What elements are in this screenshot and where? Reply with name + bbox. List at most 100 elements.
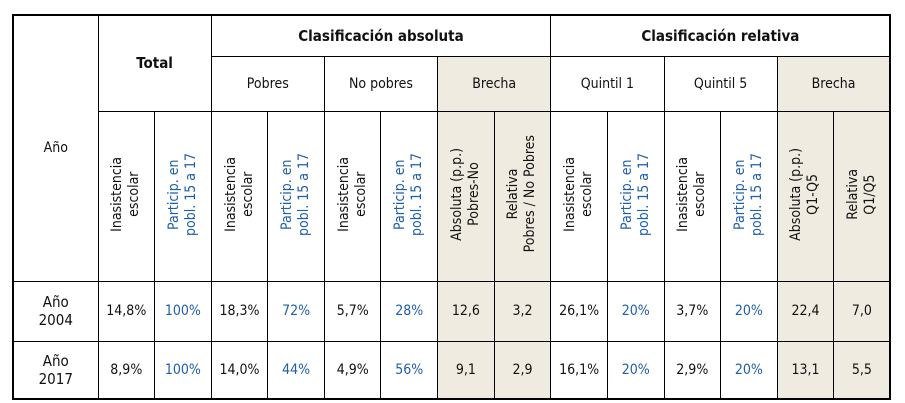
column-header: Inasistencia escolar [210, 110, 269, 282]
group-header: Clasificación relativa [550, 14, 891, 57]
column-header: Inasistencia escolar [550, 110, 608, 282]
rotated-label: Inasistencia escolar [562, 157, 596, 232]
column-header: Absoluta (p.p.) Q1-Q5 [776, 110, 835, 282]
value-cell: 20% [606, 280, 665, 342]
value-cell: 14,8% [97, 280, 156, 342]
value-cell: 22,4 [776, 280, 835, 342]
label-line: pobl. 15 a 17 [296, 152, 313, 236]
rotated-label: Particip. en pobl. 15 a 17 [166, 153, 200, 236]
year-header: Año [12, 14, 99, 282]
column-header: Inasistencia escolar [323, 110, 382, 282]
label-line: pobl. 15 a 17 [409, 152, 426, 236]
group-header: Clasificación absoluta [210, 14, 552, 57]
value-cell: 100% [154, 280, 212, 342]
value-cell: 2,9 [493, 340, 552, 400]
column-header: Relativa Pobres / No Pobres [493, 110, 552, 282]
column-header: Particip. en pobl. 15 a 17 [154, 110, 212, 282]
year-line: 2017 [38, 369, 73, 388]
value-cell: 56% [380, 340, 439, 400]
value-cell: 9,1 [437, 340, 495, 400]
rotated-label: Absoluta (p.p.) Pobres-No [449, 148, 483, 241]
value-cell: 16,1% [550, 340, 608, 400]
label-line: Particip. en [279, 158, 296, 230]
label-line: Particip. en [731, 158, 748, 230]
subgroup-header: Brecha [437, 55, 552, 112]
rotated-label: Inasistencia escolar [109, 157, 143, 232]
year-cell: Año 2017 [12, 340, 99, 400]
rotated-label: Particip. en pobl. 15 a 17 [279, 153, 313, 236]
label-line: Particip. en [392, 158, 409, 230]
rotated-label: Inasistencia escolar [336, 157, 370, 232]
group-header: Total [97, 14, 212, 112]
label-line: escolar [579, 171, 596, 217]
column-header: Inasistencia escolar [97, 110, 156, 282]
value-cell: 5,7% [323, 280, 382, 342]
label-line: Relativa [844, 168, 861, 220]
year-cell: Año 2004 [12, 280, 99, 342]
value-cell: 100% [154, 340, 212, 400]
value-cell: 13,1 [776, 340, 835, 400]
label-line: Q1-Q5 [805, 173, 822, 215]
label-line: pobl. 15 a 17 [635, 152, 652, 236]
label-line: Inasistencia [222, 156, 239, 232]
column-header: Absoluta (p.p.) Pobres-No [437, 110, 495, 282]
label-line: Particip. en [165, 158, 182, 230]
value-cell: 2,9% [663, 340, 722, 400]
label-line: Absoluta (p.p.) [448, 147, 465, 241]
label-line: escolar [126, 171, 143, 217]
data-row: Año 2004 14,8% 100% 18,3% 72% 5,7% 28% 12,6 3,2 26… [12, 280, 891, 342]
header-row: Inasistencia escolar Particip. en pobl. 15 … [13, 110, 891, 282]
value-cell: 18,3% [210, 280, 269, 342]
year-line: Año [42, 293, 69, 311]
label-line: Pobres-No [465, 162, 482, 226]
value-cell: 5,5 [833, 340, 891, 400]
year-line: 2004 [38, 311, 73, 329]
value-cell: 72% [267, 280, 325, 342]
value-cell: 20% [720, 340, 778, 400]
label-line: pobl. 15 a 17 [182, 152, 199, 236]
subgroup-header: Pobres [210, 55, 325, 112]
value-cell: 8,9% [97, 340, 156, 400]
label-line: Absoluta (p.p.) [788, 147, 805, 241]
value-cell: 3,7% [663, 280, 722, 342]
column-header: Inasistencia escolar [663, 110, 722, 282]
column-header: Particip. en pobl. 15 a 17 [267, 110, 325, 282]
subgroup-header: Brecha [776, 55, 891, 112]
value-cell: 3,2 [493, 280, 552, 342]
header-row: Año Total Clasificación absoluta Clasificac… [12, 14, 891, 282]
subgroup-header: Quintil 5 [663, 55, 778, 112]
label-line: Pobres / No Pobres [522, 135, 539, 253]
label-line: Particip. en [618, 158, 635, 230]
value-cell: 7,0 [833, 280, 891, 342]
subgroup-header: Quintil 1 [550, 55, 665, 112]
label-line: Inasistencia [675, 156, 692, 232]
label-line: Inasistencia [109, 156, 126, 232]
value-cell: 20% [720, 280, 778, 342]
label-line: Inasistencia [562, 156, 579, 232]
value-cell: 28% [380, 280, 439, 342]
label-line: Q1/Q5 [861, 173, 878, 215]
rotated-label: Absoluta (p.p.) Q1-Q5 [788, 148, 822, 241]
label-line: Inasistencia [335, 156, 352, 232]
year-line: Año [42, 351, 69, 370]
value-cell: 12,6 [437, 280, 495, 342]
column-header: Particip. en pobl. 15 a 17 [380, 110, 439, 282]
value-cell: 44% [267, 340, 325, 400]
column-header: Particip. en pobl. 15 a 17 [606, 110, 665, 282]
value-cell: 26,1% [550, 280, 608, 342]
rotated-label: Particip. en pobl. 15 a 17 [732, 153, 766, 236]
rotated-label: Particip. en pobl. 15 a 17 [392, 153, 426, 236]
data-table: Año Total Clasificación absoluta Clasificac… [12, 14, 892, 400]
rotated-label: Relativa Pobres / No Pobres [505, 135, 539, 252]
rotated-label: Inasistencia escolar [223, 157, 257, 232]
rotated-label: Particip. en pobl. 15 a 17 [619, 153, 653, 236]
value-cell: 14,0% [210, 340, 269, 400]
label-line: Relativa [505, 168, 522, 220]
column-header: Relativa Q1/Q5 [833, 110, 891, 282]
label-line: escolar [239, 171, 256, 217]
rotated-label: Relativa Q1/Q5 [845, 169, 879, 220]
label-line: pobl. 15 a 17 [748, 152, 765, 236]
data-row: Año 2017 8,9% 100% 14,0% 44% 4,9% 56% 9,1 2,9 16,1… [12, 340, 891, 400]
